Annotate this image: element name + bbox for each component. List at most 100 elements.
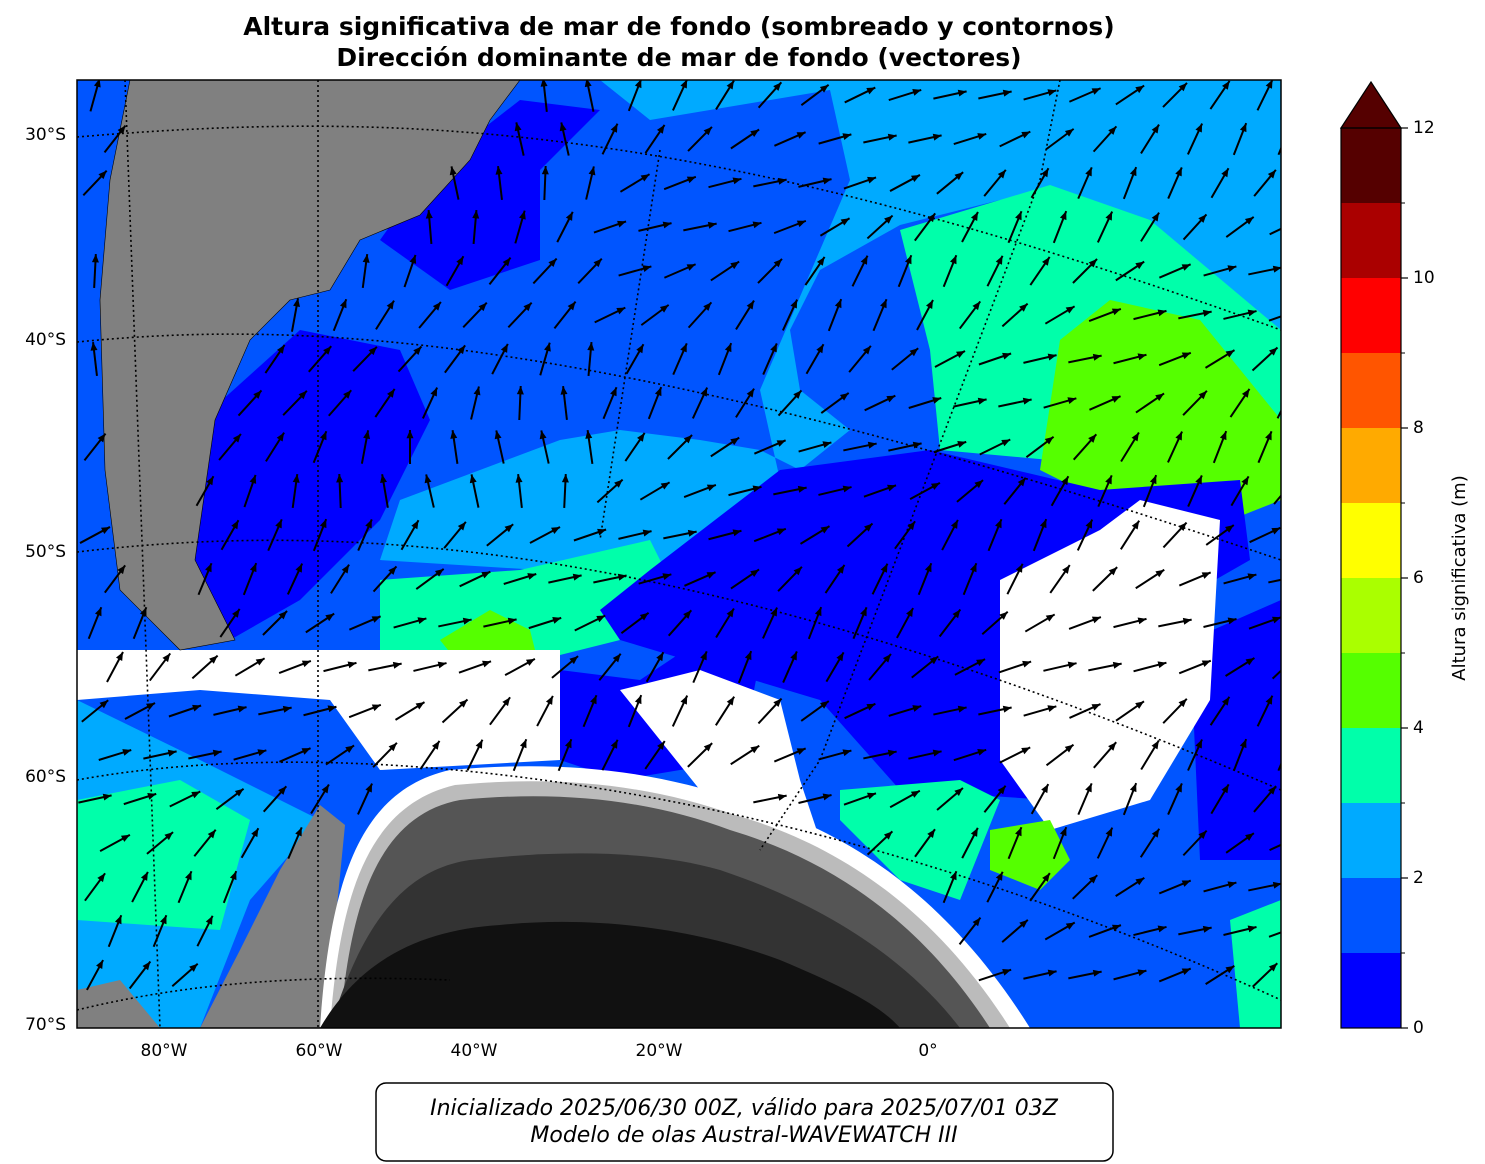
colorbar-tick-label: 6 [1413,568,1424,588]
swell-vector-head [1222,80,1230,90]
swell-vector-head [1195,123,1203,133]
colorbar-tick-label: 10 [1413,268,1435,288]
swell-vector-head [683,435,693,444]
swell-vector-head [790,651,797,661]
swell-vector-head [462,617,472,625]
swell-vector-head [1021,131,1031,139]
swell-vector-head [1137,969,1147,977]
swell-vector-head [1022,660,1032,668]
swell-vector-head [1239,123,1247,133]
swell-vector-head [278,611,288,620]
swell-vector-head [1201,660,1211,668]
swell-vector-head [167,749,177,757]
swell-vector-head [515,474,523,483]
swell-vector-head [683,610,692,619]
swell-vector-head [1225,350,1235,358]
swell-vector [1269,843,1281,852]
swell-vector-head [371,704,381,712]
swell-vector-head [1092,969,1102,977]
lon-label: 80°W [141,1041,188,1061]
swell-vector-head [909,348,919,357]
swell-vector-head [588,166,596,176]
swell-vector-head [282,705,292,713]
swell-vector-head [796,748,806,755]
swell-vector-head [912,89,922,96]
swell-vector-head [1151,828,1160,838]
swell-vector-head [1111,308,1121,316]
swell-vector-head [430,387,438,397]
swell-vector-head [101,526,110,534]
swell-vector-head [887,484,897,492]
swell-vector-head [295,563,303,573]
swell-vector-head [336,474,344,483]
swell-vector-head [867,441,877,449]
swell-vector-head [752,221,762,229]
swell-vector-head [974,480,984,489]
swell-vector-head [295,827,302,837]
swell-vector-head [932,133,942,141]
swell-vector-head [293,298,301,308]
swell-vector-head [481,571,491,579]
swell-vector-head [954,787,963,797]
swell-vector-head [842,133,852,141]
colorbar-bin [1341,503,1401,578]
swell-vector-head [539,430,547,440]
swell-vector-head [1245,658,1255,666]
swell-vector-head [972,917,981,927]
colorbar-tick-label: 4 [1413,718,1424,738]
swell-vector-head [834,299,842,309]
colorbar-bin [1341,128,1401,203]
colorbar-bin [1341,878,1401,953]
swell-vector-head [327,705,337,713]
swell-vector-head [642,265,652,273]
swell-vector-head [816,344,824,354]
swell-vector [1268,315,1281,322]
swell-vector-head [770,607,778,617]
swell-vector-head [1039,519,1047,529]
swell-vector-head [257,749,267,756]
swell-vector-head [494,430,502,440]
swell-vector-head [680,695,688,705]
swell-vector-head [1047,89,1057,97]
swell-vector-head [700,387,708,397]
swell-vector-head [1181,352,1191,360]
swell-vector-head [1244,216,1254,225]
lat-label: 50°S [25,542,66,562]
swell-vector-head [1201,572,1211,579]
swell-vector-head [770,343,777,353]
swell-vector-head [1105,475,1112,485]
swell-vector-head [1021,747,1031,755]
swell-vector-head [1227,617,1237,625]
swell-vector-head [415,702,425,710]
swell-vector-head [1131,520,1140,530]
swell-vector-head [1221,696,1230,706]
swell-vector-head [209,655,218,664]
swell-vector-head [930,482,940,490]
swell-vector-head [569,656,579,665]
swell-vector-head [229,871,237,881]
swell-vector-head [319,431,327,441]
swell-vector-head [726,80,734,90]
swell-vector-head [232,608,240,618]
lon-label: 20°W [636,1041,683,1061]
swell-vector-head [1042,873,1050,882]
swell-vector-head [995,255,1003,265]
swell-vector-head [886,395,896,403]
swell-vector-head [884,215,893,224]
swell-vector-head [1286,388,1293,397]
swell-vector-head [906,608,914,618]
swell-vector-head [924,563,932,573]
swell-vector-head [1015,563,1023,573]
swell-vector-head [1227,881,1237,889]
swell-vector-head [91,254,99,263]
swell-vector-head [932,397,942,404]
swell-vector-head [636,344,644,354]
swell-vector-head [887,133,897,141]
swell-vector-head [1085,783,1092,793]
swell-vector-head [1061,476,1069,486]
swell-vector-head [1267,786,1277,795]
swell-vector-head [1092,353,1102,361]
swell-vector-head [1065,922,1075,930]
lat-label: 40°S [25,330,66,350]
swell-vector-head [1135,877,1145,886]
